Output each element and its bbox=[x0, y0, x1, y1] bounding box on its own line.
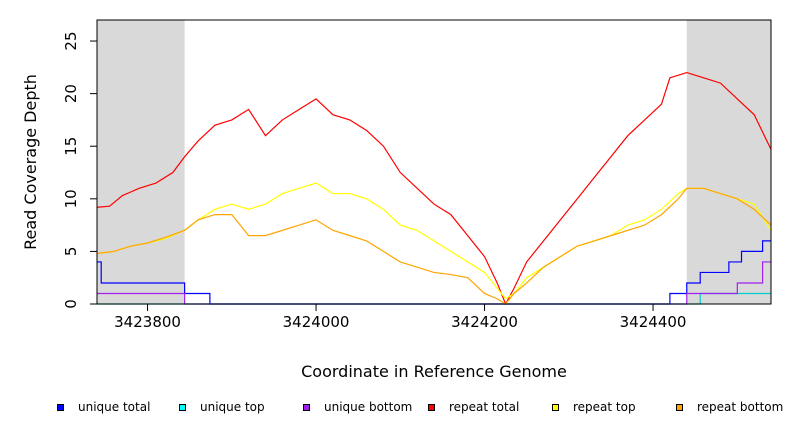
legend-item: unique bottom bbox=[303, 400, 412, 414]
series-repeat-top bbox=[96, 182, 772, 300]
legend-item: unique total bbox=[57, 400, 150, 414]
legend-swatch bbox=[57, 403, 64, 411]
y-axis: 0 5 10 15 20 25 bbox=[62, 31, 97, 309]
y-tick-label: 25 bbox=[62, 31, 80, 50]
series-unique-bottom bbox=[97, 261, 771, 305]
legend-item: unique top bbox=[179, 400, 265, 414]
shaded-regions bbox=[97, 20, 771, 304]
legend-item: repeat top bbox=[552, 400, 636, 414]
legend-swatch bbox=[676, 403, 683, 411]
chart-legend: unique total unique top unique bottom repea… bbox=[0, 400, 792, 420]
shaded-region-0 bbox=[97, 20, 185, 304]
x-axis: 3423800 3424000 3424200 3424400 bbox=[114, 304, 686, 331]
x-axis-label: Coordinate in Reference Genome bbox=[301, 362, 567, 381]
x-tick-label: 3424000 bbox=[283, 313, 350, 331]
y-tick-label: 15 bbox=[62, 137, 80, 156]
y-tick-label: 5 bbox=[62, 247, 80, 257]
legend-label: repeat total bbox=[449, 400, 520, 414]
legend-item: repeat total bbox=[428, 400, 519, 414]
legend-swatch bbox=[303, 403, 310, 411]
series-layer bbox=[96, 71, 772, 306]
x-tick-label: 3423800 bbox=[114, 313, 181, 331]
legend-swatch bbox=[552, 403, 559, 411]
legend-swatch bbox=[179, 403, 186, 411]
legend-label: unique total bbox=[78, 400, 151, 414]
plot-frame bbox=[96, 19, 772, 305]
series-unique-total bbox=[97, 240, 771, 305]
shaded-region-1 bbox=[686, 20, 771, 304]
legend-label: unique top bbox=[200, 400, 265, 414]
series-repeat-total bbox=[96, 71, 772, 306]
y-axis-label: Read Coverage Depth bbox=[21, 74, 40, 250]
x-tick-label: 3424200 bbox=[451, 313, 518, 331]
legend-label: repeat top bbox=[573, 400, 636, 414]
legend-label: repeat bottom bbox=[697, 400, 784, 414]
y-tick-label: 10 bbox=[62, 189, 80, 208]
legend-label: unique bottom bbox=[324, 400, 413, 414]
x-tick-label: 3424400 bbox=[620, 313, 687, 331]
y-tick-label: 20 bbox=[62, 84, 80, 103]
legend-item: repeat bottom bbox=[676, 400, 783, 414]
legend-swatch bbox=[428, 403, 435, 411]
series-repeat-bottom bbox=[96, 187, 772, 305]
y-tick-label: 0 bbox=[62, 299, 80, 309]
